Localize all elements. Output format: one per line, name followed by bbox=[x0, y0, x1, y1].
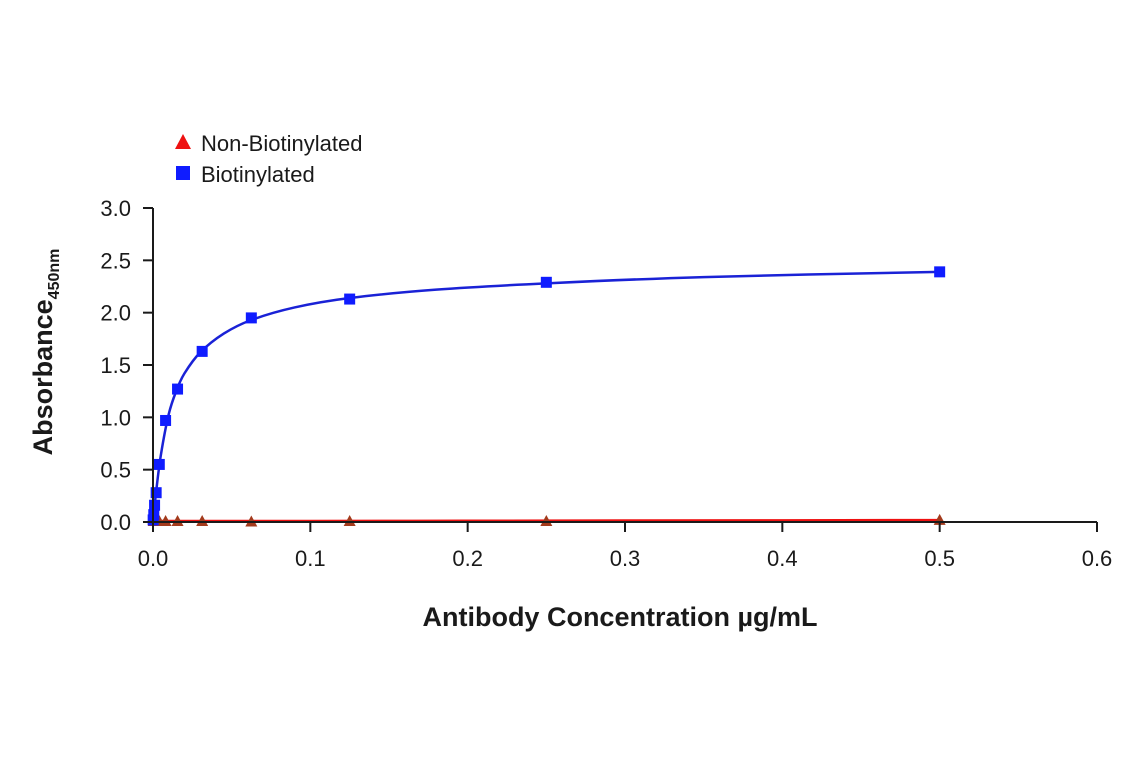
axes bbox=[152, 208, 1097, 523]
data-point-biotinylated bbox=[196, 345, 208, 357]
data-point-biotinylated bbox=[172, 383, 184, 395]
y-axis-title: Absorbance450nm bbox=[28, 249, 63, 456]
legend-marker-biotinylated bbox=[176, 166, 190, 180]
data-point-non-biotinylated bbox=[540, 514, 553, 526]
x-tick-label: 0.4 bbox=[767, 546, 798, 571]
x-tick-label: 0.1 bbox=[295, 546, 326, 571]
data-point-biotinylated bbox=[160, 414, 172, 426]
legend-label-biotinylated: Biotinylated bbox=[201, 162, 315, 187]
x-tick-label: 0.2 bbox=[452, 546, 483, 571]
fit-curve-biotinylated bbox=[151, 270, 940, 523]
data-point-biotinylated bbox=[245, 312, 257, 324]
fit-curves bbox=[151, 270, 940, 523]
y-tick-label: 2.5 bbox=[100, 248, 131, 273]
y-tick-label: 2.0 bbox=[100, 301, 131, 326]
data-point-non-biotinylated bbox=[245, 515, 258, 527]
y-tick-label: 0.5 bbox=[100, 458, 131, 483]
data-markers bbox=[147, 266, 946, 527]
x-tick-label: 0.0 bbox=[138, 546, 169, 571]
y-axis-title-subscript: 450nm bbox=[46, 249, 63, 300]
fit-curve-non-biotinylated bbox=[153, 518, 940, 523]
data-point-biotinylated bbox=[149, 499, 161, 511]
ticks: 0.0 0.1 0.2 0.3 0.4 0.5 0.6 0.0 0.5 1.0 1.5 2.0 2.5 3… bbox=[100, 196, 1112, 571]
data-point-biotinylated bbox=[540, 276, 552, 288]
x-axis-title: Antibody Concentration µg/mL bbox=[422, 602, 817, 632]
data-point-non-biotinylated bbox=[196, 514, 209, 526]
y-axis-title-main: Absorbance bbox=[28, 299, 58, 455]
x-tick-label: 0.6 bbox=[1082, 546, 1113, 571]
y-tick-label: 1.0 bbox=[100, 405, 131, 430]
x-tick-label: 0.3 bbox=[610, 546, 641, 571]
legend-marker-non-biotinylated bbox=[175, 134, 191, 149]
data-point-biotinylated bbox=[150, 487, 162, 499]
y-tick-label: 3.0 bbox=[100, 196, 131, 221]
data-point-biotinylated bbox=[153, 458, 165, 470]
y-tick-label: 0.0 bbox=[100, 510, 131, 535]
y-tick-label: 1.5 bbox=[100, 353, 131, 378]
data-point-non-biotinylated bbox=[343, 514, 356, 526]
data-point-non-biotinylated bbox=[171, 514, 184, 526]
legend-label-non-biotinylated: Non-Biotinylated bbox=[201, 131, 362, 156]
data-point-non-biotinylated bbox=[159, 514, 172, 526]
x-tick-label: 0.5 bbox=[924, 546, 955, 571]
data-point-biotinylated bbox=[934, 266, 946, 278]
legend: Non-Biotinylated Biotinylated bbox=[175, 131, 362, 187]
data-point-biotinylated bbox=[344, 293, 356, 305]
